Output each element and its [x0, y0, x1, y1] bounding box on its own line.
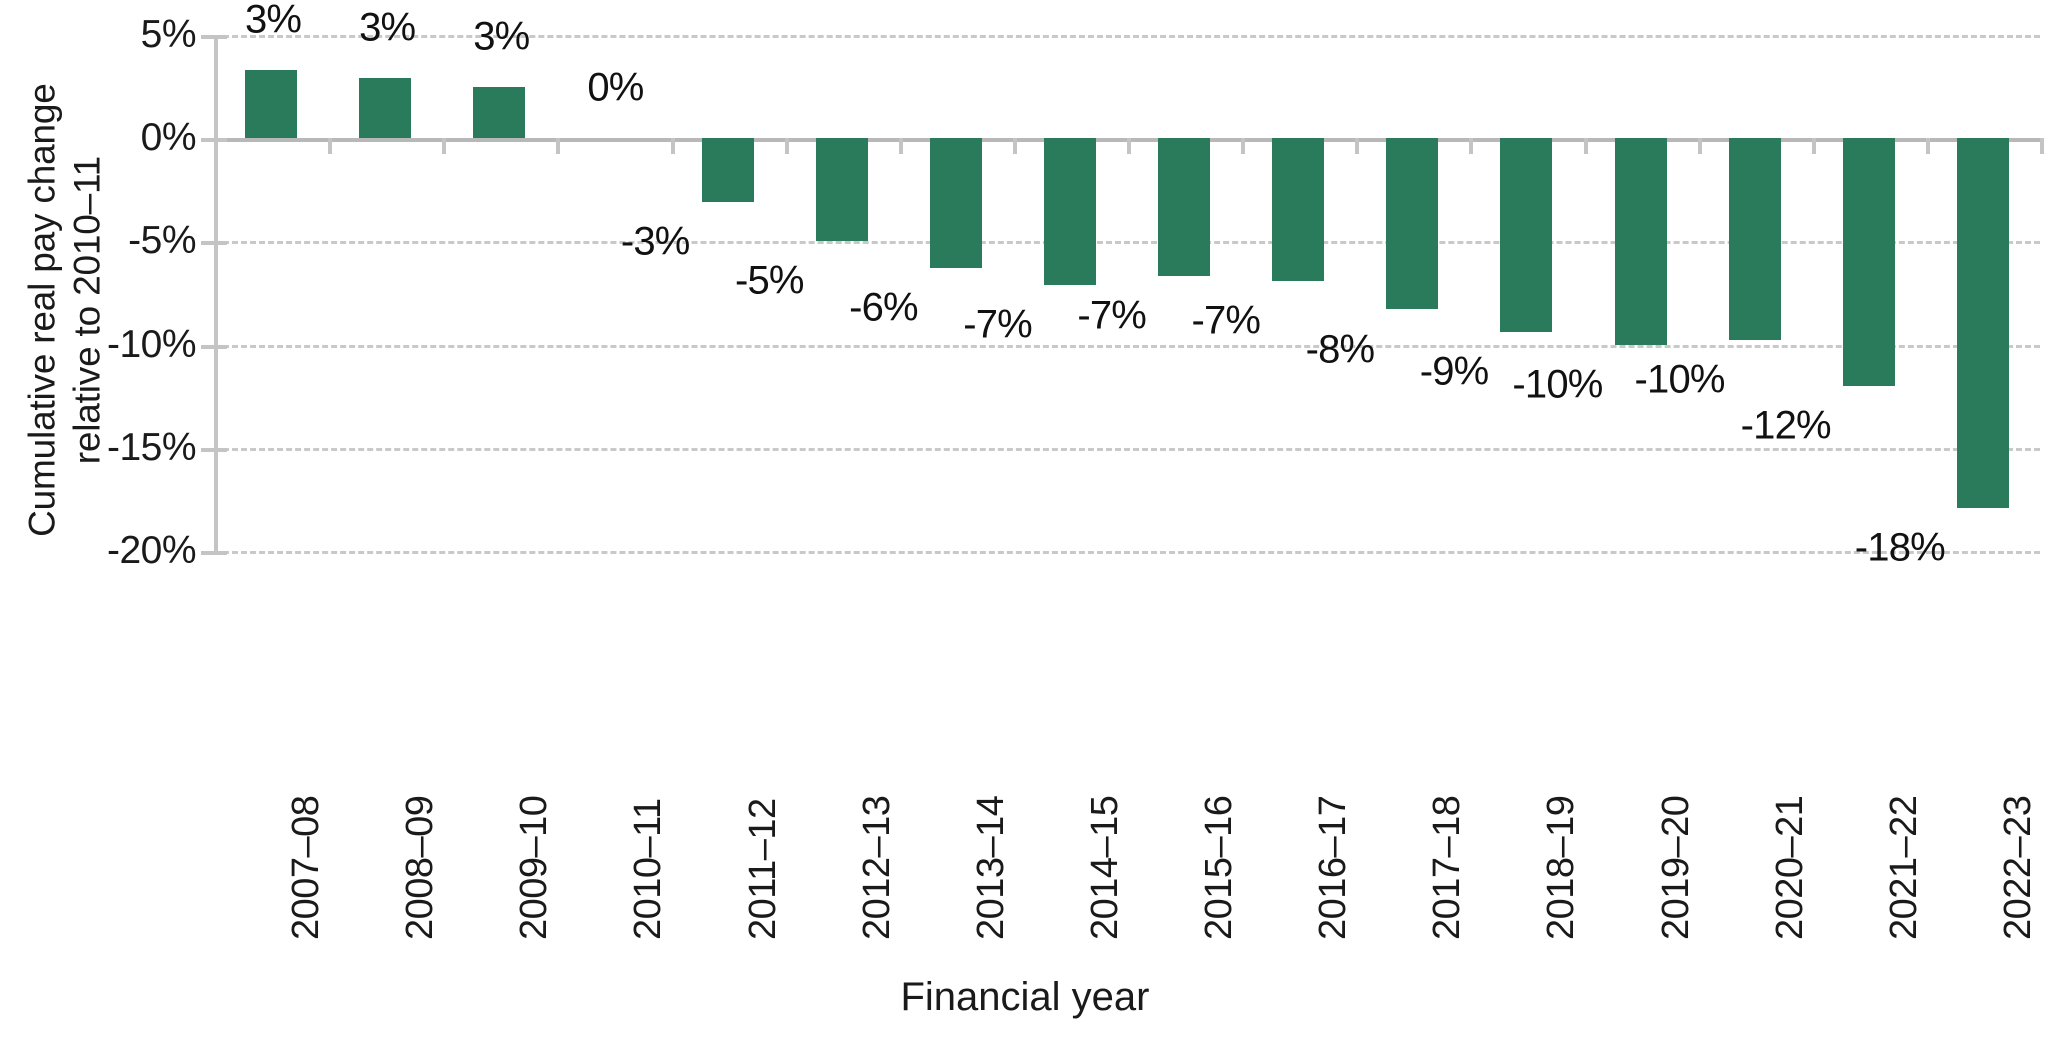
x-axis-tick-mark	[1925, 138, 1930, 155]
bar	[473, 86, 526, 139]
bar	[1842, 138, 1895, 386]
y-axis-tick-label: -20%	[106, 529, 197, 572]
bar-value-label: -10%	[1512, 362, 1603, 407]
bar	[929, 138, 982, 269]
bar	[359, 78, 412, 139]
x-axis-tick-label: 2013–14	[969, 795, 1012, 940]
y-axis-tick-mark	[201, 447, 227, 452]
x-axis-tick-label: 2012–13	[855, 795, 898, 940]
bar-value-label: -18%	[1854, 525, 1946, 570]
y-axis-tick-mark	[201, 241, 227, 246]
x-axis-tick-mark	[1811, 138, 1816, 155]
x-axis-tick-mark	[2040, 138, 2044, 155]
x-axis-tick-mark	[1355, 138, 1360, 155]
bar	[1158, 138, 1211, 277]
y-axis-tick-label: -5%	[128, 219, 196, 263]
bar	[245, 70, 298, 139]
bar-value-label: -8%	[1305, 327, 1376, 371]
bar-value-label: -5%	[734, 258, 805, 303]
bar	[1500, 138, 1553, 333]
bar-value-label: -7%	[1077, 293, 1147, 338]
bar-value-label: -7%	[963, 302, 1033, 347]
x-axis-tick-mark	[1241, 138, 1246, 155]
bar-value-label: 3%	[244, 0, 302, 42]
x-axis-tick-mark	[1012, 138, 1017, 155]
x-axis-tick-mark	[1583, 138, 1588, 155]
x-axis-tick-label: 2010–11	[627, 798, 670, 940]
bar-value-label: -10%	[1634, 357, 1726, 402]
bar-value-label: -9%	[1419, 349, 1490, 394]
bar	[1614, 138, 1667, 345]
bar	[1272, 138, 1325, 281]
bar-value-label: 0%	[587, 65, 644, 110]
bar	[1956, 138, 2009, 508]
y-axis-tick-label: 0%	[140, 116, 197, 160]
plot-area: 3% 3% 3% 0% -3% -5% -6% -7% -7% -7% -8% -9% -10% -10%…	[201, 0, 2044, 569]
x-axis-tick-mark	[1469, 138, 1474, 155]
x-axis-tick-label: 2020–21	[1768, 795, 1811, 940]
y-axis-tick-label: -15%	[106, 425, 197, 469]
y-axis-title: Cumulative real pay change relative to 2…	[0, 0, 130, 620]
y-axis-tick-mark	[201, 35, 227, 39]
x-axis-tick-mark	[670, 138, 675, 155]
x-axis-tick-label: 2009–10	[513, 795, 556, 940]
y-axis-tick-mark	[201, 344, 227, 349]
x-axis-tick-label: 2015–16	[1198, 795, 1241, 940]
x-axis-tick-label: 2014–15	[1083, 795, 1126, 940]
y-axis-tick-mark	[201, 138, 227, 143]
x-axis-tick-label: 2018–19	[1540, 795, 1583, 940]
x-axis-tick-label: 2021–22	[1882, 795, 1925, 940]
x-axis-tick-mark	[1697, 138, 1702, 155]
x-axis-tick-label: 2016–17	[1312, 795, 1355, 940]
x-axis-title: Financial year	[900, 975, 1150, 1019]
y-axis-line	[214, 35, 218, 551]
x-axis-tick-mark	[442, 138, 447, 155]
x-axis-tick-label: 2022–23	[1996, 795, 2039, 940]
bar	[701, 138, 754, 203]
bar	[1043, 138, 1096, 285]
gridline	[214, 241, 2040, 245]
bar	[1728, 138, 1781, 341]
x-axis-tick-label: 2008–09	[399, 795, 442, 940]
bar-value-label: -12%	[1740, 403, 1832, 448]
x-axis-tick-mark	[556, 138, 561, 155]
bar-value-label: 3%	[473, 14, 530, 59]
bar	[815, 138, 868, 242]
x-axis-tick-mark	[328, 138, 333, 155]
bar-value-label: -7%	[1191, 298, 1261, 343]
gridline	[214, 447, 2040, 451]
bar	[1386, 138, 1439, 310]
x-axis-tick-label: 2011–12	[741, 798, 784, 940]
y-axis-tick-label: -10%	[106, 322, 197, 366]
bar-value-label: -3%	[620, 219, 691, 264]
x-axis-tick-mark	[1127, 138, 1131, 155]
bar-value-label: -6%	[849, 285, 919, 330]
y-axis-tick-mark	[201, 551, 227, 555]
x-axis-tick-label: 2007–08	[285, 795, 328, 940]
x-axis-tick-mark	[898, 138, 903, 155]
gridline	[214, 344, 2040, 348]
gridline	[214, 551, 2040, 554]
x-axis-tick-label: 2019–20	[1654, 795, 1697, 940]
x-axis-tick-label: 2017–18	[1426, 795, 1469, 940]
bar-value-label: 3%	[359, 5, 416, 50]
x-axis-tick-mark	[784, 138, 789, 155]
y-axis-tick-label: 5%	[140, 13, 197, 56]
gridline	[214, 35, 2040, 38]
